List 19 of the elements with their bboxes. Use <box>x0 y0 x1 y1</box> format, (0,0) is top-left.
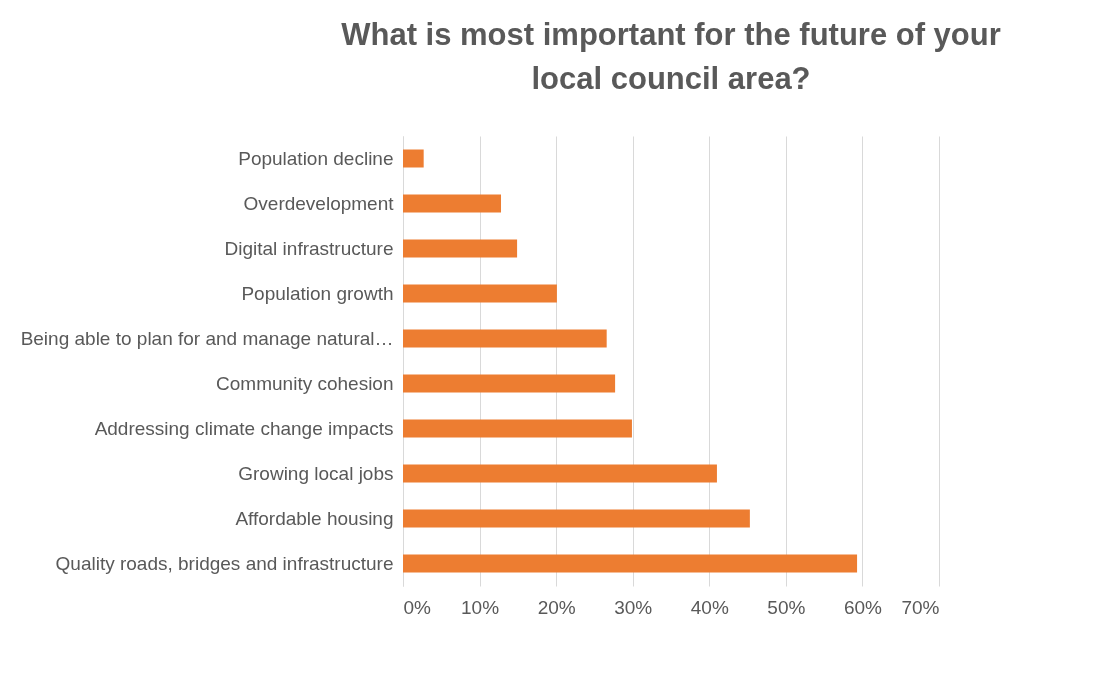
y-tick-label: Growing local jobs <box>238 462 394 484</box>
y-tick-label: Quality roads, bridges and infrastructure <box>55 552 394 574</box>
x-tick-label: 70% <box>901 596 940 618</box>
x-tick-label: 20% <box>537 596 576 618</box>
x-tick-label: 40% <box>690 596 729 618</box>
x-tick-label: 10% <box>461 596 500 618</box>
y-tick-label: Being able to plan for and manage natural… <box>20 327 394 349</box>
y-tick-label: Population decline <box>238 147 394 169</box>
y-tick-label: Overdevelopment <box>243 192 395 214</box>
x-tick-label: 50% <box>767 596 806 618</box>
x-tick-label: 60% <box>843 596 883 618</box>
x-tick-label: 0% <box>403 596 432 618</box>
y-tick-label: Addressing climate change impacts <box>94 417 394 439</box>
x-tick-label: 30% <box>614 596 653 618</box>
y-tick-label: Population growth <box>241 282 394 304</box>
chart-title: What is most important for the future of your local council area? <box>341 17 1001 96</box>
y-tick-label: Community cohesion <box>216 372 394 394</box>
y-tick-label: Digital infrastructure <box>224 237 394 259</box>
y-tick-label: Affordable housing <box>235 507 394 529</box>
